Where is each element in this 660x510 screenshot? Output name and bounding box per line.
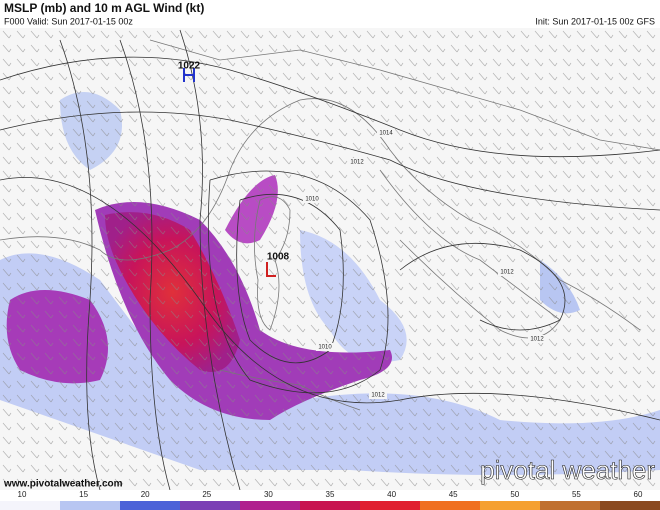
- title: MSLP (mb) and 10 m AGL Wind (kt): [4, 1, 204, 15]
- high-symbol: [183, 68, 195, 82]
- header-band: [0, 0, 660, 28]
- colorbar-segment: [600, 501, 660, 510]
- isobar-label: 1012: [350, 160, 364, 166]
- colorbar-tick-label: 50: [510, 490, 519, 499]
- colorbar-segment: [540, 501, 600, 510]
- colorbar-tick-label: 30: [264, 490, 273, 499]
- pressure-value: 1008: [267, 252, 290, 263]
- pressure-centers: [183, 68, 276, 277]
- isobar-label-bg: [369, 391, 387, 399]
- colorbar-segment: [180, 501, 240, 510]
- isobar-label-bg: [498, 268, 516, 276]
- init-time: Init: Sun 2017-01-15 00z GFS: [535, 16, 655, 26]
- isobar-label: 1012: [500, 270, 514, 276]
- valid-time: F000 Valid: Sun 2017-01-15 00z: [4, 16, 133, 26]
- colorbar-tick-label: 45: [449, 490, 458, 499]
- isobar-label-bg: [377, 129, 395, 137]
- low-symbol: [266, 262, 276, 277]
- colorbar-segment: [480, 501, 540, 510]
- isobar-label: 1012: [530, 337, 544, 343]
- isobar-label: 1010: [305, 197, 319, 203]
- colorbar-tick-label: 40: [387, 490, 396, 499]
- website: www.pivotalweather.com: [3, 479, 123, 490]
- colorbar-segment: [300, 501, 360, 510]
- colorbar-segment: [120, 501, 180, 510]
- colorbar-tick-label: 10: [18, 490, 27, 499]
- logo: pivotal weather: [480, 455, 655, 485]
- colorbar-tick-label: 15: [79, 490, 88, 499]
- isobar-label-bg: [303, 195, 321, 203]
- isobar-label-bg: [528, 335, 546, 343]
- colorbar-tick-label: 55: [572, 490, 581, 499]
- colorbar-segment: [240, 501, 300, 510]
- colorbar-segment: [60, 501, 120, 510]
- colorbar-tick-label: 20: [141, 490, 150, 499]
- isobar-label: 1010: [318, 345, 332, 351]
- isobar-label: 1014: [379, 131, 393, 137]
- isobar-label-bg: [348, 158, 366, 166]
- colorbar-tick-label: 25: [202, 490, 211, 499]
- colorbar-segment: [0, 501, 60, 510]
- isobars: [0, 29, 660, 491]
- pressure-value: 1022: [178, 61, 201, 72]
- isobar-label-bg: [316, 343, 334, 351]
- colorbar-tick-label: 60: [634, 490, 643, 499]
- colorbar-segment: [420, 501, 480, 510]
- isobar-label: 1012: [371, 393, 385, 399]
- wind-barbs: [0, 28, 660, 490]
- colorbar-tick-label: 35: [326, 490, 335, 499]
- colorbar-segment: [360, 501, 420, 510]
